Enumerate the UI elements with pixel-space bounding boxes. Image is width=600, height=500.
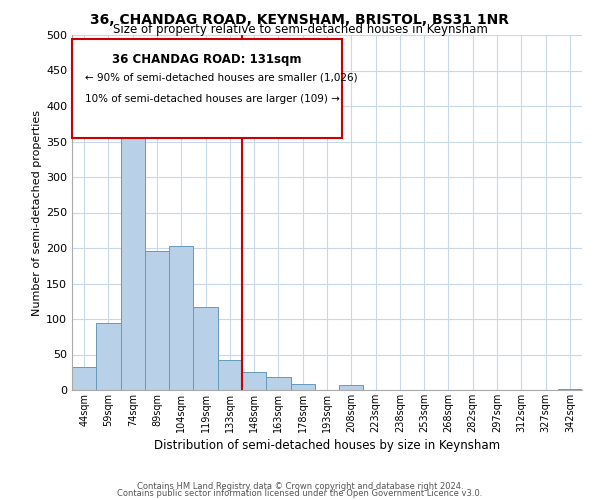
Bar	[72, 366, 96, 390]
Bar	[145, 251, 169, 390]
Text: Contains HM Land Registry data © Crown copyright and database right 2024.: Contains HM Land Registry data © Crown c…	[137, 482, 463, 491]
Bar	[218, 360, 242, 390]
Bar	[169, 246, 193, 390]
Text: 36 CHANDAG ROAD: 131sqm: 36 CHANDAG ROAD: 131sqm	[112, 52, 302, 66]
FancyBboxPatch shape	[72, 38, 342, 138]
Text: Contains public sector information licensed under the Open Government Licence v3: Contains public sector information licen…	[118, 489, 482, 498]
Bar	[290, 384, 315, 390]
Y-axis label: Number of semi-detached properties: Number of semi-detached properties	[32, 110, 42, 316]
Bar	[96, 324, 121, 390]
X-axis label: Distribution of semi-detached houses by size in Keynsham: Distribution of semi-detached houses by …	[154, 439, 500, 452]
Text: 36, CHANDAG ROAD, KEYNSHAM, BRISTOL, BS31 1NR: 36, CHANDAG ROAD, KEYNSHAM, BRISTOL, BS3…	[91, 12, 509, 26]
Text: 10% of semi-detached houses are larger (109) →: 10% of semi-detached houses are larger (…	[85, 94, 340, 104]
Text: ← 90% of semi-detached houses are smaller (1,026): ← 90% of semi-detached houses are smalle…	[85, 72, 358, 83]
Bar	[558, 388, 582, 390]
Bar	[242, 372, 266, 390]
Bar	[339, 385, 364, 390]
Bar	[121, 104, 145, 390]
Bar	[266, 376, 290, 390]
Text: Size of property relative to semi-detached houses in Keynsham: Size of property relative to semi-detach…	[113, 22, 487, 36]
Bar	[193, 307, 218, 390]
